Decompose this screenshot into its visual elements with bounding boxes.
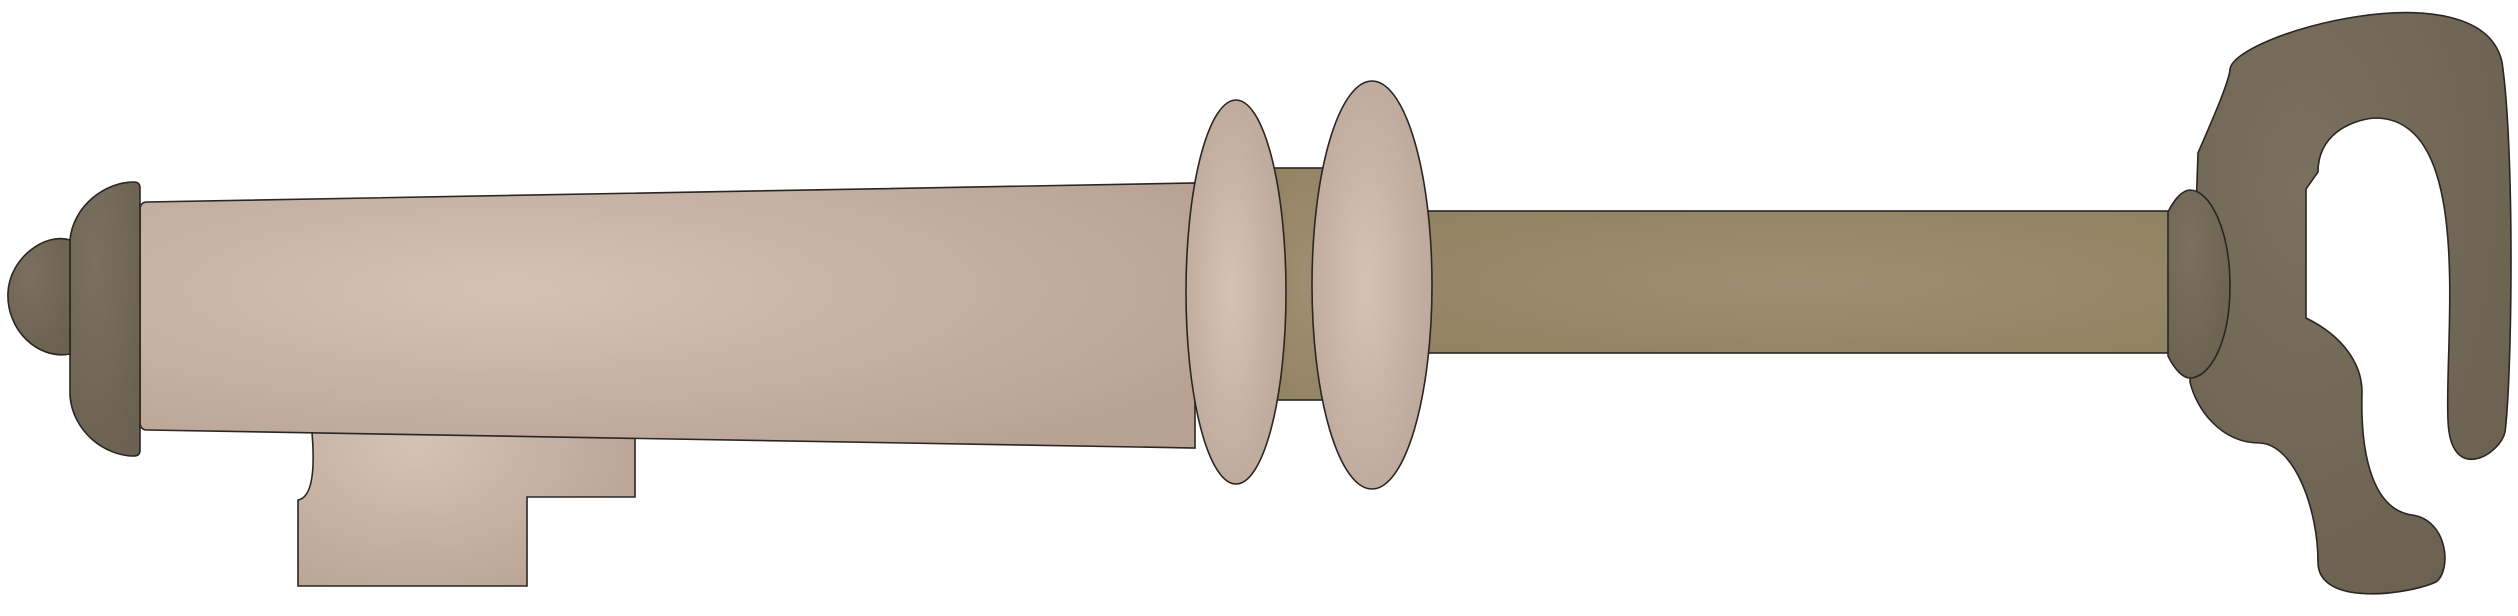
main-shaft bbox=[139, 182, 1196, 449]
key-tip-cap bbox=[69, 181, 141, 457]
key-bow-handle bbox=[2189, 12, 2512, 595]
shank-rod bbox=[1404, 210, 2186, 354]
collar-disc-front bbox=[1185, 99, 1287, 485]
key-tip-nub bbox=[7, 237, 71, 356]
rod-end-cap bbox=[2167, 189, 2231, 379]
collar-disc-rear bbox=[1311, 80, 1433, 490]
